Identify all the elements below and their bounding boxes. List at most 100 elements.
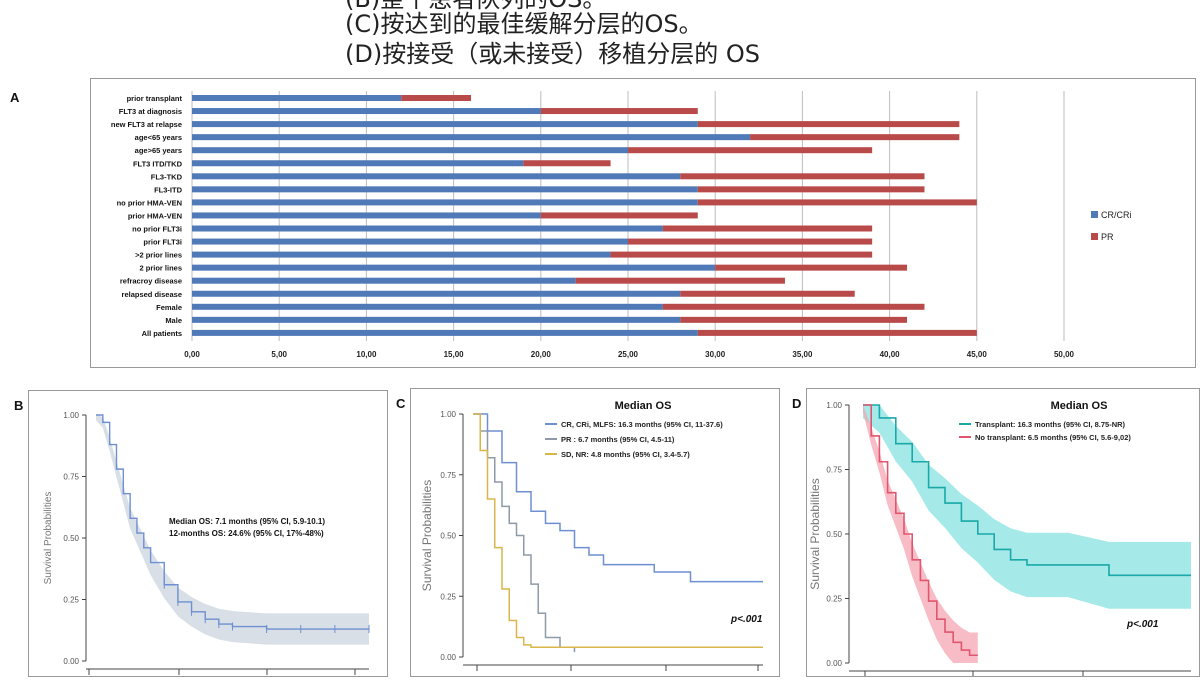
category-label: FL3-TKD [151,172,183,181]
category-label: prior transplant [127,94,183,103]
panel-d: 0.00 0.25 0.50 0.75 1.00 Survival Probabiliti… [806,388,1200,677]
annotation-12mo: 12-months OS: 24.6% (95% CI, 17%-48%) [169,529,324,538]
category-label: age>65 years [135,146,182,155]
bar-pr [610,251,873,258]
bar-cr-cri [192,173,681,180]
x-tick-label: 15,00 [444,350,465,359]
bar-pr [715,264,908,271]
category-label: FLT3 at diagnosis [119,107,182,116]
bar-cr-cri [192,251,611,258]
category-label: prior HMA-VEN [128,211,182,220]
bar-cr-cri [192,316,681,323]
bar-cr-cri [192,186,698,193]
category-label: 2 prior lines [139,264,182,273]
bar-pr [680,316,908,323]
x-tick-label: 35,00 [792,350,813,359]
bar-pr [750,134,960,141]
legend-label: No transplant: 6.5 months (95% CI, 5.6-9… [975,433,1131,442]
x-tick-label: 25,00 [618,350,639,359]
bar-pr [628,238,873,245]
ci-band-transplant [863,405,1191,609]
legend-label-cr: CR/CRi [1101,210,1132,220]
y-tick-label: 0.50 [826,530,842,539]
y-tick-label: 0.00 [826,659,842,668]
x-tick-label: 10,00 [356,350,377,359]
y-axis-label: Survival Probabilities [808,478,822,589]
x-tick-label: 0,00 [184,350,200,359]
bar-pr [540,212,698,219]
y-tick-label: 0.25 [63,596,79,605]
y-tick-label: 0.50 [440,532,456,541]
header-line-1: (B)整个患者队列的OS。 [345,0,606,13]
x-tick-label: 30,00 [705,350,726,359]
y-tick-label: 0.75 [440,471,456,480]
bar-cr-cri [192,147,628,154]
bar-pr [662,225,873,232]
y-tick-label: 0.25 [440,592,456,601]
category-label: no prior HMA-VEN [117,198,182,207]
legend-swatch-pr [1091,233,1098,240]
bar-cr-cri [192,108,541,115]
panel-a: 0,00 5,00 10,00 15,00 20,00 25,00 30,00 35,00 40… [90,78,1196,368]
x-tick-label: 50,00 [1054,350,1075,359]
panel-a-letter: A [10,90,20,105]
bar-pr [697,186,925,193]
bar-cr-cri [192,238,628,245]
chart-title: Median OS [1051,400,1108,412]
panel-d-letter: D [792,396,802,411]
bar-cr-cri [192,277,576,284]
panel-c: 0.00 0.25 0.50 0.75 1.00 Survival Probabiliti… [410,388,780,677]
legend-label: PR : 6.7 months (95% CI, 4.5-11) [561,435,675,444]
panel-b: 0.00 0.25 0.50 0.75 1.00 Survival Probabiliti… [28,390,388,677]
bar-cr-cri [192,225,663,232]
legend-label: SD, NR: 4.8 months (95% CI, 3.4-5.7) [561,450,690,459]
bar-pr [697,121,960,128]
bar-cr-cri [192,95,402,101]
y-tick-label: 1.00 [440,410,456,419]
panel-c-letter: C [396,396,406,411]
bar-cr-cri [192,303,663,310]
category-label: refracroy disease [120,277,182,286]
bar-chart-a: 0,00 5,00 10,00 15,00 20,00 25,00 30,00 35,00 40… [111,91,1132,359]
survival-curve [473,413,763,583]
bar-cr-cri [192,264,716,271]
bar-pr [697,329,977,336]
bar-pr [680,290,855,297]
bar-cr-cri [192,160,524,167]
panel-b-letter: B [14,398,24,413]
category-label: FLT3 ITD/TKD [133,159,183,168]
ci-band-no-transplant [863,405,978,663]
y-axis-label: Survival Probabilities [43,492,54,585]
legend-label: Transplant: 16.3 months (95% CI, 8.75-NR… [975,420,1126,429]
category-label: >2 prior lines [135,251,182,260]
bar-cr-cri [192,134,751,141]
bar-cr-cri [192,212,541,219]
bar-cr-cri [192,329,698,336]
bar-cr-cri [192,290,681,297]
bar-cr-cri [192,199,698,206]
bar-pr [523,160,611,167]
x-tick-label: 20,00 [531,350,552,359]
category-label: new FLT3 at relapse [111,120,182,129]
category-label: prior FLT3i [143,238,182,247]
x-tick-label: 5,00 [271,350,287,359]
survival-curve [473,413,763,649]
category-label: Female [156,303,182,312]
y-tick-label: 0.00 [63,657,79,666]
annotation-median: Median OS: 7.1 months (95% CI, 5.9-10.1) [169,517,325,526]
bar-pr [680,173,925,180]
category-label: FL3-ITD [154,185,182,194]
bar-pr [628,147,873,154]
chart-title: Median OS [615,400,672,412]
category-label: Male [165,316,182,325]
survival-curve-no-transplant [863,404,978,657]
header-line-2: (C)按达到的最佳缓解分层的OS。 [345,10,703,38]
bar-pr [575,277,785,284]
legend-label-pr: PR [1101,232,1114,242]
y-tick-label: 0.25 [826,595,842,604]
category-label: no prior FLT3i [132,225,182,234]
header-line-3: (D)按接受（或未接受）移植分层的 OS [345,40,760,68]
km-chart-b: 0.00 0.25 0.50 0.75 1.00 Survival Probabiliti… [43,411,370,675]
km-chart-c: 0.00 0.25 0.50 0.75 1.00 Survival Probabiliti… [420,400,763,671]
bar-pr [697,199,977,206]
